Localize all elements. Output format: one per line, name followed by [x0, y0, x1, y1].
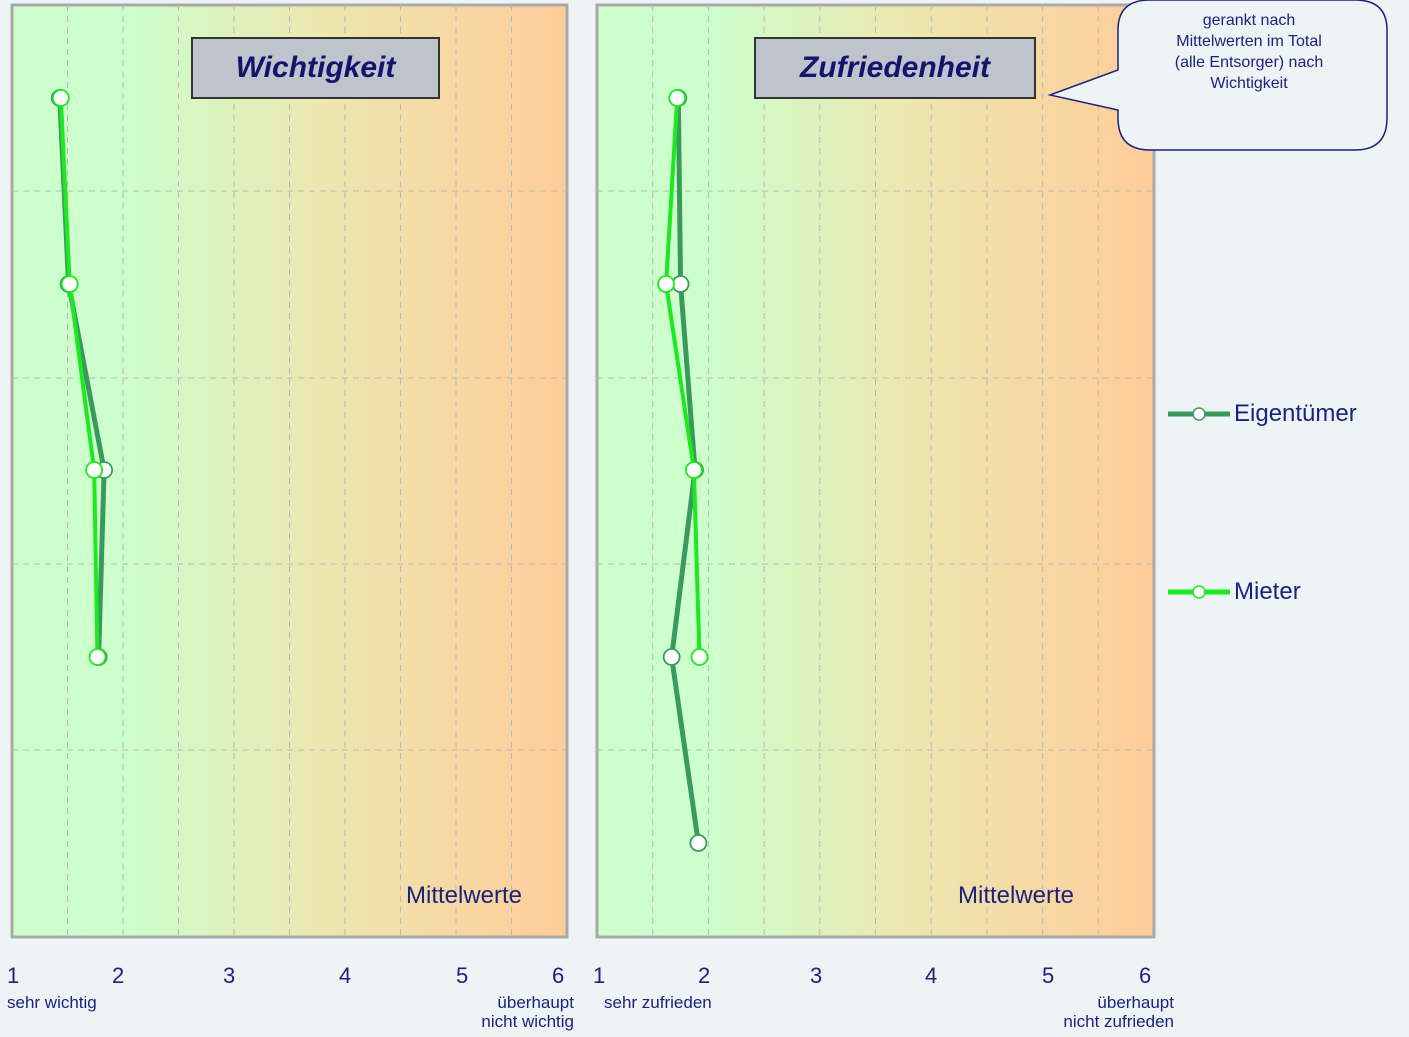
x-high-label-line: überhaupt: [497, 993, 574, 1012]
wichtigkeit-mittelwerte-label: Mittelwerte: [406, 882, 523, 909]
data-point-eigentuemer[interactable]: [689, 834, 708, 852]
x-tick-label: 3: [223, 963, 236, 988]
zufriedenheit-mittelwerte-label: Mittelwerte: [958, 882, 1075, 909]
x-high-label-line: nicht zufrieden: [1063, 1012, 1174, 1031]
callout-bubble: [1047, 0, 1388, 151]
data-point-mieter[interactable]: [685, 461, 703, 479]
data-point-mieter[interactable]: [657, 275, 675, 293]
zufriedenheit-title: Zufriedenheit: [754, 37, 1036, 99]
legend-marker-eigentuemer: [1168, 407, 1230, 421]
x-tick-label: 1: [593, 963, 606, 988]
series-line-mieter: [664, 97, 702, 658]
data-point-mieter[interactable]: [668, 89, 687, 107]
x-high-label: überhaupt nicht wichtig: [420, 993, 574, 1031]
callout-line: Mittelwerten im Total: [1176, 33, 1322, 50]
x-low-label: sehr wichtig: [7, 993, 97, 1012]
legend-item-mieter[interactable]: Mieter: [1168, 578, 1301, 606]
x-low-label: sehr zufrieden: [604, 993, 712, 1012]
x-tick-label: 6: [552, 963, 565, 988]
x-tick-label: 2: [112, 963, 125, 988]
data-point-mieter[interactable]: [690, 648, 709, 666]
series-line-mieter: [58, 97, 100, 658]
x-tick-label: 3: [810, 963, 823, 988]
data-point-eigentuemer[interactable]: [662, 648, 681, 666]
callout-line: gerankt nach: [1202, 12, 1296, 29]
data-point-mieter[interactable]: [88, 648, 107, 666]
callout-line: Wichtigkeit: [1210, 75, 1288, 92]
data-point-mieter[interactable]: [60, 275, 79, 293]
legend-label: Eigentümer: [1234, 400, 1357, 427]
x-tick-label: 6: [1139, 963, 1152, 988]
x-tick-label: 5: [456, 963, 469, 988]
x-tick-label: 4: [925, 963, 938, 988]
legend-label: Mieter: [1234, 578, 1301, 605]
x-tick-label: 2: [698, 963, 711, 988]
callout-text: gerankt nach Mittelwerten im Total (alle…: [1125, 10, 1373, 94]
zufriedenheit-plot: [595, 3, 1156, 939]
legend-item-eigentuemer[interactable]: Eigentümer: [1168, 400, 1357, 428]
x-high-label: überhaupt nicht zufrieden: [1000, 993, 1174, 1031]
legend-marker-mieter: [1168, 585, 1230, 599]
x-tick-label: 4: [339, 963, 352, 988]
x-tick-label: 1: [7, 963, 20, 988]
data-point-mieter[interactable]: [85, 461, 104, 479]
wichtigkeit-title: Wichtigkeit: [191, 37, 440, 99]
data-point-mieter[interactable]: [51, 89, 70, 107]
x-high-label-line: überhaupt: [1097, 993, 1174, 1012]
callout-line: (alle Entsorger) nach: [1174, 54, 1324, 71]
wichtigkeit-plot: [10, 3, 569, 939]
x-tick-label: 5: [1042, 963, 1055, 988]
x-high-label-line: nicht wichtig: [481, 1012, 574, 1031]
